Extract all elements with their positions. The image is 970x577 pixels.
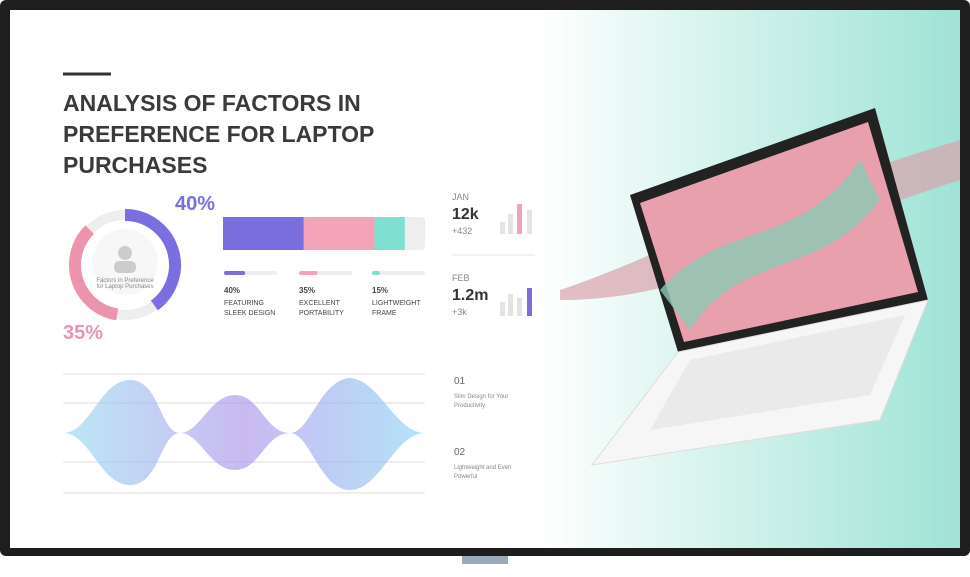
indicator <box>224 271 246 275</box>
donut-label: 35% <box>63 322 104 344</box>
donut-segment <box>69 225 119 321</box>
factor-name: EXCELLENT PORTABILITY <box>299 300 344 317</box>
stat-change: +3k <box>452 307 467 317</box>
stand <box>462 556 508 564</box>
point-text: Slim Design for Your Productivity <box>454 394 509 409</box>
user-icon <box>114 261 136 273</box>
stat-change: +432 <box>452 226 473 236</box>
mini-bars <box>452 204 535 316</box>
bar-segment <box>303 217 375 250</box>
donut-segment <box>124 209 181 311</box>
title: ANALYSIS OF FACTORS IN PREFERENCE FOR LA… <box>63 90 374 178</box>
stat-month: FEB <box>452 273 470 283</box>
point-text: Lightweight and Even Powerful <box>454 465 512 480</box>
stat-month: JAN <box>452 192 470 202</box>
indicator <box>372 271 380 275</box>
user-icon <box>118 246 132 260</box>
factor-value: 40% <box>224 286 241 295</box>
bar-segment <box>223 217 304 250</box>
factor-value: 15% <box>372 286 389 295</box>
wave-graphic <box>63 373 425 494</box>
indicator <box>299 271 318 275</box>
factor-value: 35% <box>299 286 316 295</box>
stat-value: 1.2m <box>452 287 489 304</box>
factor-name: FEATURING SLEEK DESIGN <box>224 300 276 317</box>
stat-value: 12k <box>452 206 479 223</box>
indicator-track <box>372 271 425 275</box>
bar-segment <box>374 217 405 250</box>
laptop-image <box>560 108 960 466</box>
donut-label: 40% <box>175 193 216 215</box>
point-number: 01 <box>454 376 466 387</box>
donut-caption: Factors in Preference for Laptop Purchas… <box>96 278 154 290</box>
factor-name: LIGHTWEIGHT FRAME <box>372 300 421 317</box>
point-number: 02 <box>454 447 466 458</box>
